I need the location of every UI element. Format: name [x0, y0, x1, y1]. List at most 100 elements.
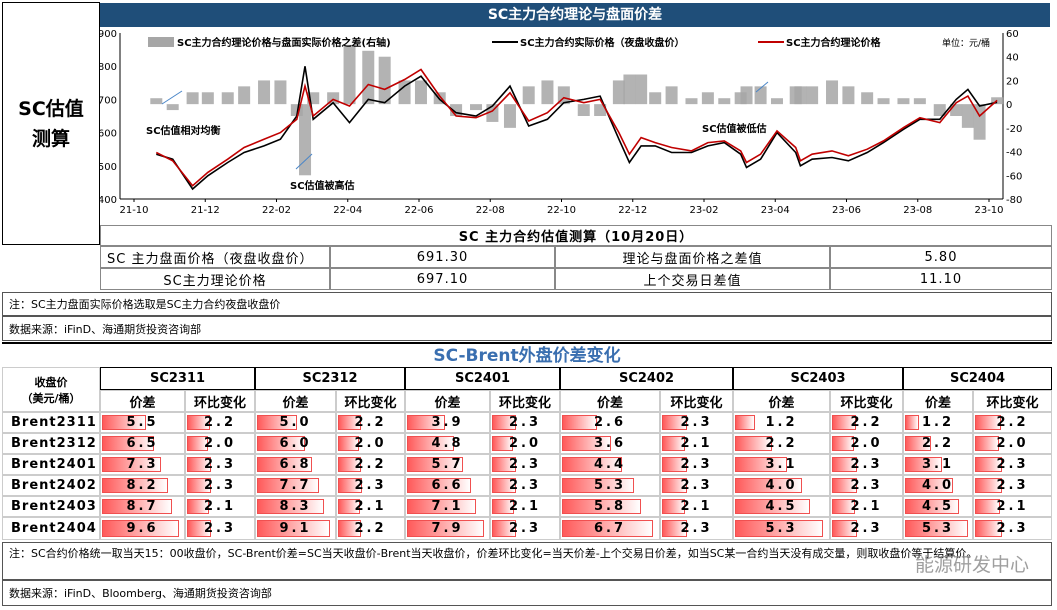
left-tick-label: 700 [100, 95, 117, 106]
contract-header: SC2403 [733, 367, 903, 390]
cell-value: 6.5 [126, 436, 159, 451]
change-cell: 2.1 [660, 496, 733, 517]
cell-value: 2.1 [508, 499, 542, 514]
cell-value: 6.7 [593, 521, 627, 536]
diff-bar [290, 104, 303, 116]
change-cell: 2.3 [660, 454, 733, 475]
left-tick-label: 400 [100, 195, 117, 206]
cell-value: 5.7 [431, 457, 464, 472]
data-bar [832, 478, 858, 493]
row-label: Brent2401 [2, 454, 100, 475]
cell-value: 9.6 [126, 521, 159, 536]
annotation-balanced: SC估值相对均衡 [146, 124, 221, 137]
spread-cell: 9.6 [100, 517, 185, 540]
data-bar [338, 415, 361, 430]
data-bar [975, 415, 1002, 430]
change-cell: 2.3 [490, 475, 560, 496]
change-cell: 2.3 [973, 454, 1052, 475]
data-bar [562, 436, 611, 451]
cell-value: 2.3 [680, 457, 713, 472]
actual-price-line [156, 66, 998, 191]
diff-bar [541, 80, 554, 105]
data-bar [187, 436, 208, 451]
diff-bar [221, 92, 234, 105]
data-bar [975, 478, 1003, 493]
cell-value: 2.1 [680, 436, 713, 451]
change-cell: 2.2 [336, 517, 405, 540]
cell-value: 2.2 [354, 457, 387, 472]
row-label: Brent2402 [2, 475, 100, 496]
change-cell: 2.3 [336, 475, 405, 496]
cell-value: 8.2 [126, 478, 159, 493]
data-bar [257, 436, 306, 451]
left-tick-label: 800 [100, 62, 117, 73]
spread-cell: 1.2 [903, 412, 973, 433]
data-bar [832, 415, 857, 430]
diff-bar [362, 50, 375, 105]
diff-bar [343, 44, 356, 105]
data-bar [187, 457, 212, 472]
chart-title: SC主力合约理论与盘面价差 [100, 3, 1050, 27]
cell-value: 6.8 [279, 457, 312, 472]
cell-value: 2.3 [996, 478, 1029, 493]
contract-header: SC2311 [100, 367, 255, 390]
spread-cell: 7.9 [405, 517, 490, 540]
spread-cell: 6.7 [560, 517, 660, 540]
corner-corner_unit: （美元/桶） [21, 391, 81, 405]
spread-cell: 3.6 [560, 433, 660, 454]
x-tick-label: 23-04 [761, 205, 790, 216]
data-bar [492, 457, 517, 472]
right-tick-label: 40 [1006, 53, 1019, 64]
change-cell: 2.2 [336, 454, 405, 475]
spread-cell: 6.0 [255, 433, 336, 454]
prev-diff-value: 11.10 [830, 268, 1052, 290]
right-tick-label: 0 [1006, 100, 1012, 111]
spread-cell: 5.3 [733, 517, 830, 540]
data-bar [905, 499, 959, 514]
cell-value: 2.1 [996, 499, 1029, 514]
diff-bar [842, 86, 855, 105]
data-bar [735, 499, 810, 514]
change-cell: 2.3 [973, 517, 1052, 540]
diff-bar [258, 80, 271, 105]
spread-cell: 5.3 [903, 517, 973, 540]
change-col-header: 环比变化 [185, 390, 255, 412]
spread-cell: 5.3 [560, 475, 660, 496]
change-cell: 2.2 [830, 412, 903, 433]
spread-cell: 6.8 [255, 454, 336, 475]
cell-value: 2.0 [850, 436, 883, 451]
cell-value: 2.1 [203, 499, 237, 514]
data-bar [187, 415, 210, 430]
data-bar [832, 436, 854, 451]
cell-value: 9.1 [279, 521, 312, 536]
right-tick-label: -80 [1006, 195, 1022, 206]
diff-bar [201, 92, 214, 105]
right-tick-label: -60 [1006, 171, 1022, 182]
row-label: Brent2312 [2, 433, 100, 454]
spread-cell: 8.7 [100, 496, 185, 517]
diff-bar [414, 80, 427, 105]
spread-cell: 2.2 [903, 433, 973, 454]
change-cell: 2.1 [830, 496, 903, 517]
cell-value: 2.3 [508, 415, 542, 430]
diff-bar [701, 92, 714, 105]
change-cell: 2.0 [830, 433, 903, 454]
diff-bar [150, 98, 163, 105]
cell-value: 2.3 [680, 415, 713, 430]
diff-bar [238, 86, 251, 105]
data-bar [905, 436, 932, 451]
data-bar [407, 436, 454, 451]
annotation-arrow [295, 153, 313, 170]
spread-cell: 7.7 [255, 475, 336, 496]
x-tick-label: 23-02 [689, 205, 718, 216]
x-tick-label: 23-08 [903, 205, 932, 216]
theoretical-price-line [155, 68, 998, 187]
spread-cell: 3.1 [733, 454, 830, 475]
brent-spread-table: 收盘价 （美元/桶） SC2311 价差 环比变化 5.5 2.2 6.5 2.0 7.3 2.3 8… [2, 367, 1052, 541]
row-label: Brent2311 [2, 412, 100, 433]
cell-value: 2.2 [765, 436, 798, 451]
x-tick-label: 22-02 [262, 205, 291, 216]
cell-value: 2.3 [996, 521, 1029, 536]
corner-header: 收盘价 （美元/桶） [2, 367, 100, 412]
spread-col-header: 价差 [100, 390, 185, 412]
